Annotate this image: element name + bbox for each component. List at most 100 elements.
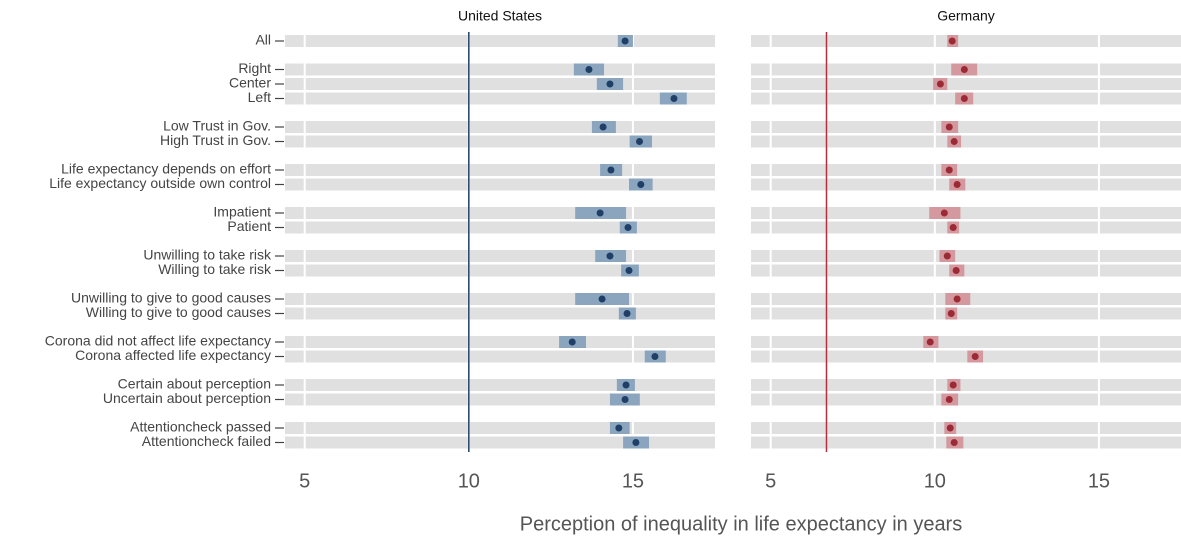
row-band [285,178,715,191]
row-band [285,350,715,363]
dot [960,95,968,102]
dot [947,310,955,317]
row-band [751,393,1181,406]
dot [636,138,644,145]
row-band [285,35,715,47]
dot [615,424,623,432]
dot [936,80,944,88]
y-tick-label: All [255,32,271,48]
row-band [285,307,715,320]
panel-title: United States [458,8,542,24]
dot [926,338,934,346]
dot [952,267,960,274]
row-band [751,35,1181,47]
dot [960,66,968,73]
row-band [751,264,1181,277]
dot [943,252,951,260]
row-band [285,78,715,90]
y-tick-label: Life expectancy outside own control [49,175,271,191]
row-band [285,221,715,234]
dot [651,353,659,360]
dot [945,123,953,131]
dot [625,267,633,274]
row-band [285,422,715,434]
row-band [285,336,715,348]
y-tick-label: Corona affected life expectancy [75,347,271,363]
row-band [285,379,715,391]
dot [598,295,606,303]
dot [637,181,645,188]
row-band [751,207,1181,219]
y-tick-label: Certain about perception [118,376,271,392]
dot [622,381,630,389]
y-tick-label: Uncertain about perception [103,390,271,406]
y-tick-label: Unwilling to take risk [143,247,272,263]
y-tick-label: Attentioncheck passed [130,419,271,435]
row-band [751,436,1181,449]
dot [624,224,632,231]
dot [596,209,604,217]
dot [949,224,957,231]
dot [621,396,629,403]
y-tick-label: High Trust in Gov. [160,132,271,148]
dot [953,181,961,188]
y-tick-label: Life expectancy depends on effort [61,161,271,177]
dot [948,37,956,45]
y-tick-label: Low Trust in Gov. [163,118,271,134]
row-band [751,178,1181,191]
y-tick-label: Corona did not affect life expectancy [45,333,271,349]
row-band [751,135,1181,148]
y-tick-label: Willing to take risk [158,261,272,277]
dot [606,252,614,260]
row-band [285,63,715,76]
y-tick-label: Unwilling to give to good causes [71,290,271,306]
dot [945,166,953,174]
dot [607,166,615,174]
row-band [285,293,715,305]
x-tick-label: 10 [458,470,480,492]
dot [623,310,631,317]
y-tick-label: Willing to give to good causes [86,304,271,320]
row-band [751,250,1181,262]
row-band [751,422,1181,434]
row-band [285,135,715,148]
row-band [285,264,715,277]
row-band [751,307,1181,320]
dot [621,37,629,45]
row-band [751,350,1181,363]
row-band [751,78,1181,90]
x-tick-label: 5 [765,470,776,492]
x-tick-label: 15 [622,470,644,492]
dot [568,338,576,346]
x-tick-label: 5 [299,470,310,492]
dot [949,381,957,389]
dot [946,424,954,432]
x-tick-label: 10 [924,470,946,492]
dot [971,353,979,360]
panel-title: Germany [937,8,995,24]
y-tick-label: Center [229,75,271,91]
row-band [285,121,715,133]
y-tick-label: Patient [227,218,271,234]
row-band [285,250,715,262]
y-tick-label: Right [238,60,271,76]
x-axis-label: Perception of inequality in life expecta… [520,513,962,535]
dot [585,66,593,73]
row-band [751,221,1181,234]
row-band [751,121,1181,133]
row-band [285,393,715,406]
row-band [751,336,1181,348]
y-tick-label: Attentioncheck failed [142,433,271,449]
dot [940,209,948,217]
y-tick-label: Impatient [213,204,271,220]
row-band [285,207,715,219]
dot [599,123,607,131]
row-band [285,92,715,105]
dot [953,295,961,303]
row-band [751,379,1181,391]
dot [950,138,958,145]
row-band [751,164,1181,176]
dot [632,439,640,446]
dot [945,396,953,403]
